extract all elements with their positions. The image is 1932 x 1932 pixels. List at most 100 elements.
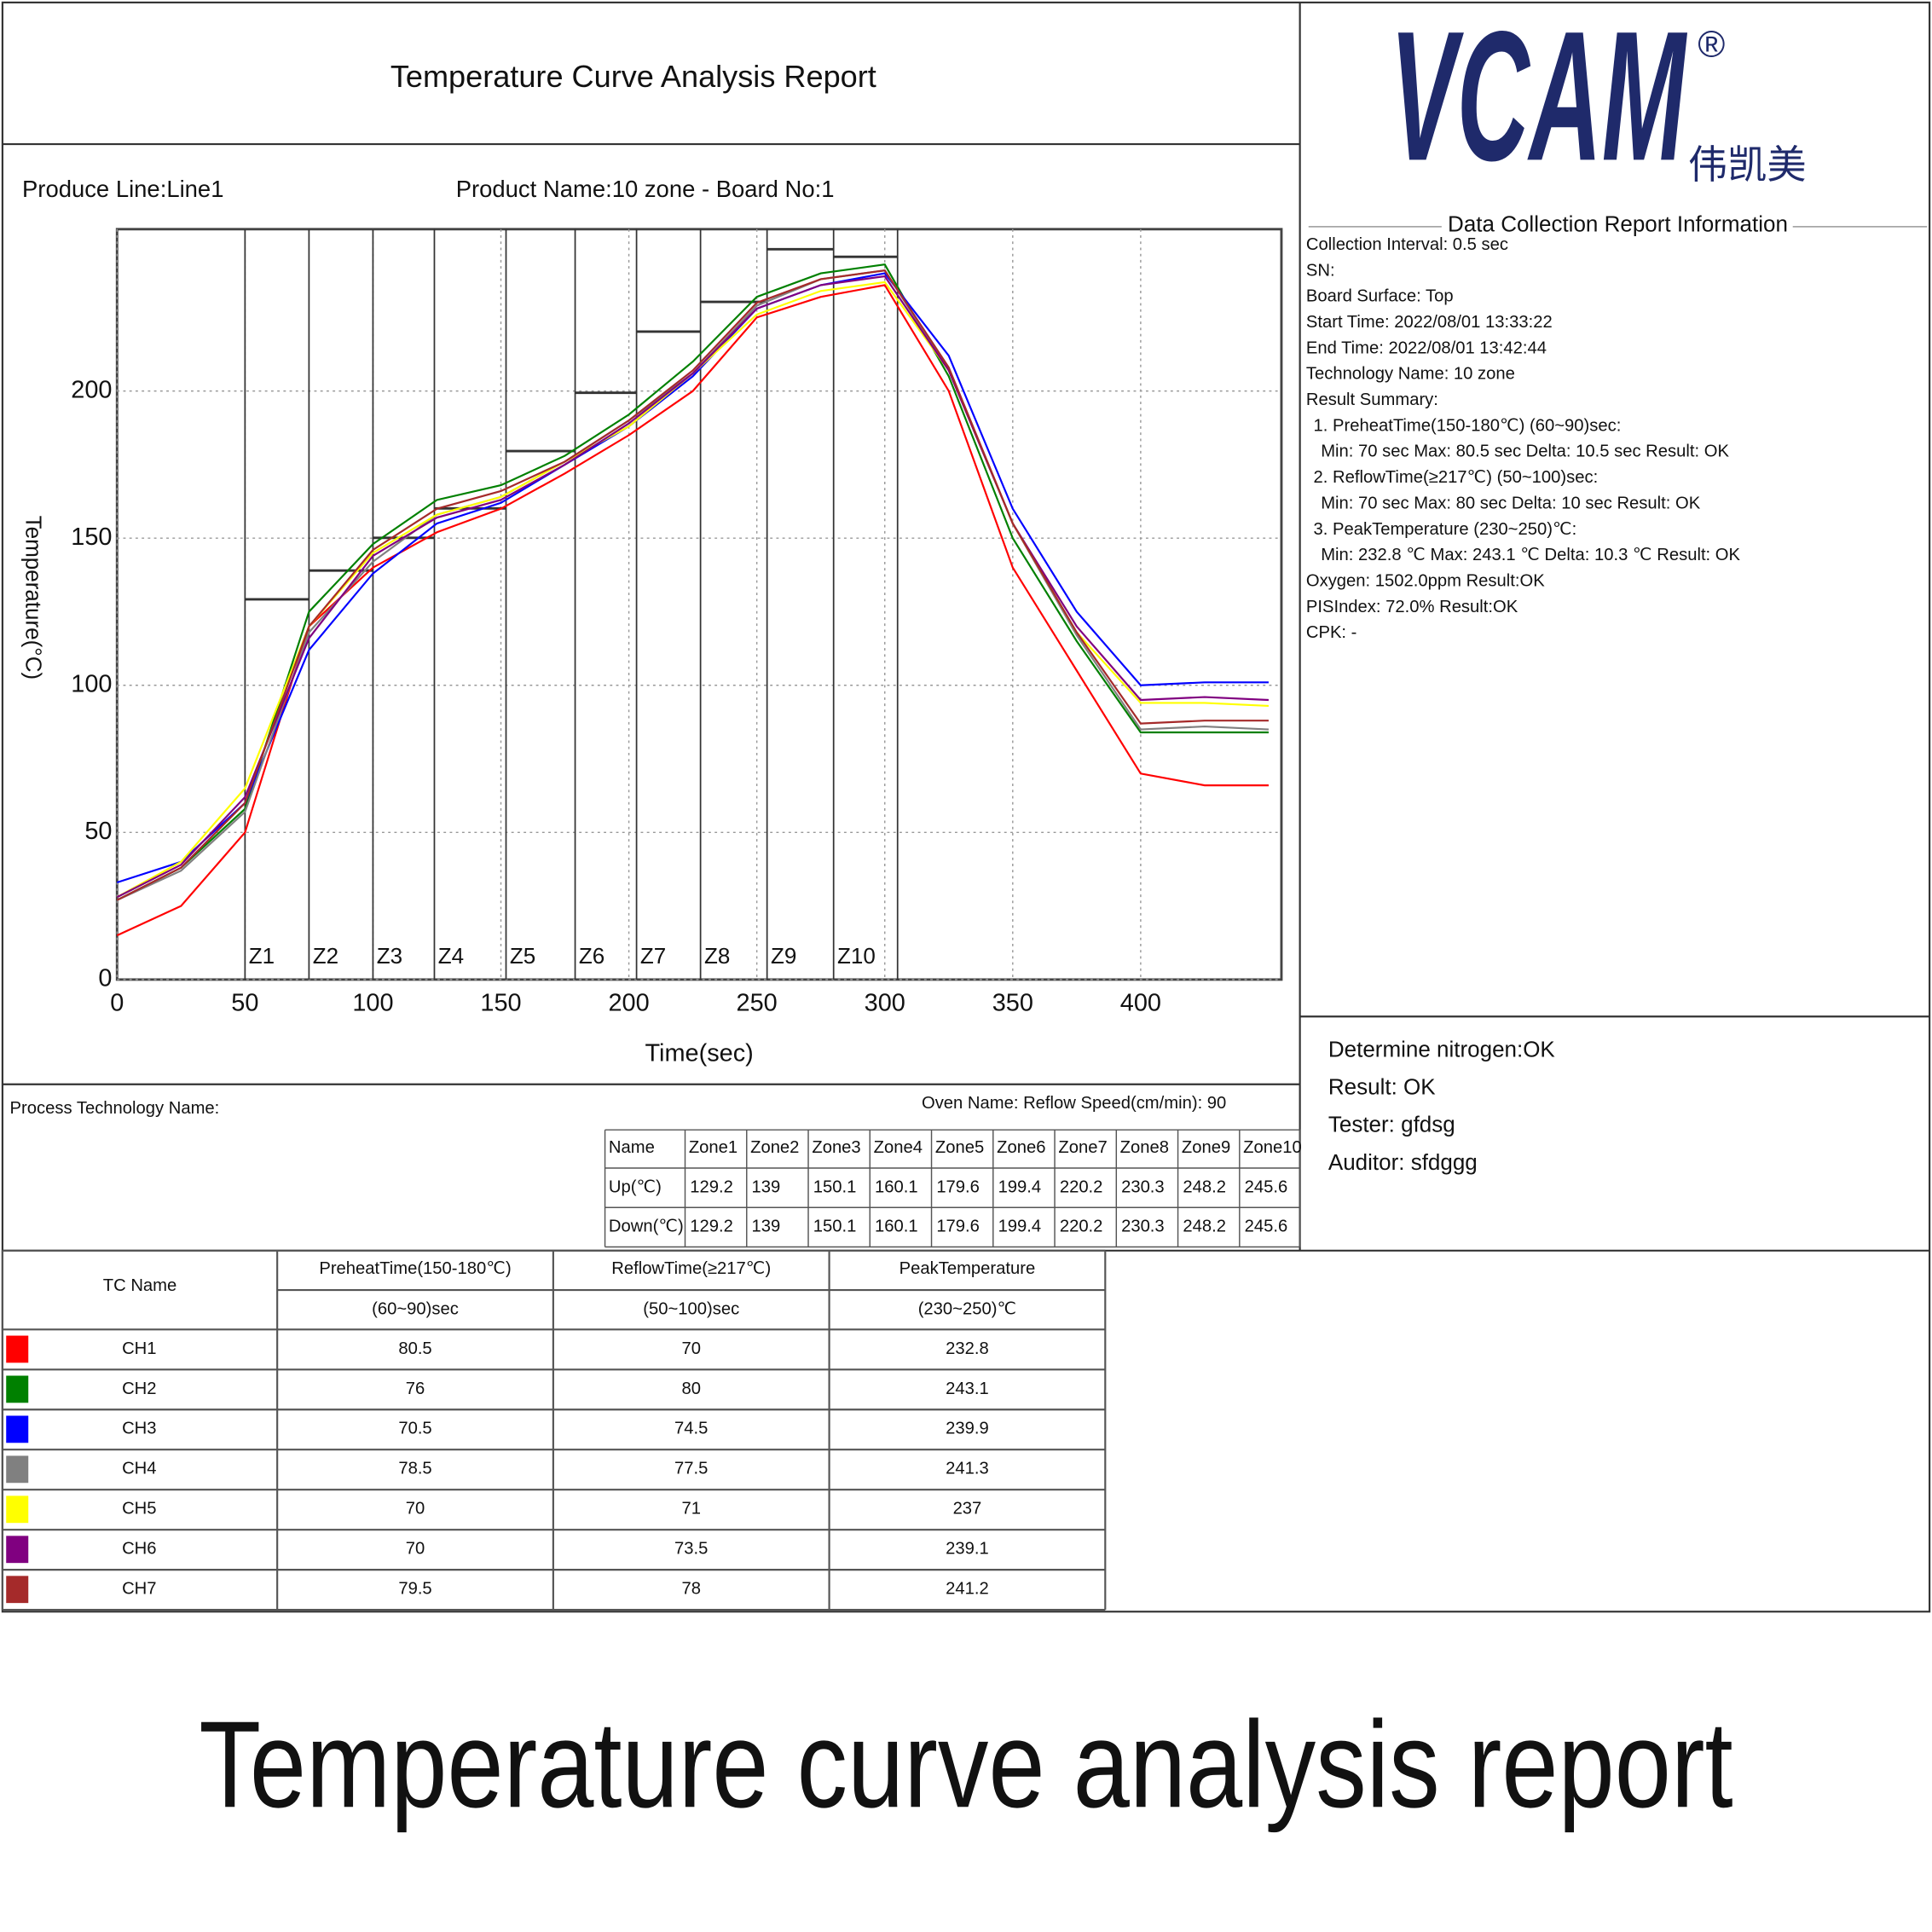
table-cell: 239.1: [946, 1540, 989, 1559]
produce-line: Produce Line:Line1: [22, 176, 223, 202]
table-header: TC Name: [103, 1276, 177, 1295]
zone-label: Z7: [640, 943, 666, 969]
y-tick-label: 100: [71, 670, 112, 697]
y-tick-label: 150: [71, 523, 112, 551]
x-tick-label: 300: [865, 989, 905, 1016]
zone-label: Z6: [579, 943, 604, 969]
report-title: Temperature Curve Analysis Report: [390, 59, 876, 94]
table-cell: 199.4: [998, 1218, 1042, 1236]
table-header: Zone6: [997, 1138, 1045, 1157]
info-line: CPK: -: [1306, 623, 1357, 642]
table-header: Name: [609, 1138, 655, 1157]
legend-swatch: [6, 1375, 29, 1403]
table-cell: 70: [681, 1339, 701, 1358]
legend-swatch: [6, 1335, 29, 1363]
table-cell: 80.5: [398, 1339, 431, 1358]
table-cell: 248.2: [1183, 1218, 1226, 1236]
table-cell: 129.2: [690, 1218, 733, 1236]
table-cell: 179.6: [936, 1218, 980, 1236]
zone-label: Z9: [771, 943, 796, 969]
info-line: End Time: 2022/08/01 13:42:44: [1306, 338, 1547, 357]
table-cell: 241.3: [946, 1460, 989, 1478]
status-line: Result: OK: [1328, 1074, 1436, 1100]
info-line: Min: 232.8 ℃ Max: 243.1 ℃ Delta: 10.3 ℃ …: [1321, 546, 1740, 564]
table-cell: 71: [681, 1500, 701, 1518]
table-cell: 70: [406, 1540, 425, 1559]
series-line: [116, 269, 1270, 901]
logo-brand: VCAM: [1390, 0, 1687, 199]
tc-name: CH7: [122, 1580, 156, 1599]
table-cell: 78: [681, 1580, 701, 1599]
zone-label: Z2: [313, 943, 338, 969]
table-subheader: (60~90)sec: [372, 1300, 459, 1319]
table-cell: 245.6: [1245, 1218, 1288, 1236]
process-name: Process Technology Name:: [10, 1099, 220, 1118]
tc-name: CH1: [122, 1339, 156, 1358]
info-title: Data Collection Report Information: [1448, 211, 1788, 236]
tc-name: CH3: [122, 1420, 156, 1438]
zone-label: Z1: [249, 943, 275, 969]
table-header: Zone7: [1058, 1138, 1107, 1157]
y-tick-label: 50: [84, 818, 112, 845]
table-header: Zone5: [935, 1138, 984, 1157]
table-header: Zone9: [1182, 1138, 1230, 1157]
table-subheader: (230~250)℃: [918, 1300, 1016, 1319]
table-cell: 78.5: [398, 1460, 431, 1478]
status-line: Auditor: sfdggg: [1328, 1149, 1478, 1175]
zone-label: Z8: [704, 943, 730, 969]
logo-chinese: 伟凯美: [1688, 142, 1807, 187]
series-line: [116, 263, 1269, 901]
table-cell: 179.6: [936, 1177, 980, 1196]
legend-swatch: [6, 1536, 29, 1564]
table-cell: 220.2: [1060, 1218, 1103, 1236]
oven-name: Oven Name: Reflow Speed(cm/min): 90: [922, 1094, 1226, 1113]
table-cell: 199.4: [998, 1177, 1042, 1196]
x-tick-label: 50: [231, 989, 258, 1016]
legend-swatch: [6, 1576, 29, 1604]
table-cell: 232.8: [946, 1339, 989, 1358]
info-line: 1. PreheatTime(150-180℃) (60~90)sec:: [1314, 416, 1622, 435]
table-cell: 230.3: [1121, 1177, 1165, 1196]
zone-label: Z5: [510, 943, 535, 969]
zone-label: Z4: [438, 943, 464, 969]
x-tick-label: 350: [992, 989, 1033, 1016]
tc-name: CH2: [122, 1380, 156, 1398]
logo-registered: ®: [1698, 24, 1725, 65]
info-line: PISIndex: 72.0% Result:OK: [1306, 598, 1518, 616]
y-axis-label: Temperature(°C): [21, 516, 47, 680]
series-line: [116, 284, 1269, 937]
table-cell: 248.2: [1183, 1177, 1226, 1196]
table-cell: 70.5: [398, 1420, 431, 1438]
table-header: Zone10: [1243, 1138, 1302, 1157]
table-header: Zone3: [812, 1138, 860, 1157]
tc-name: CH6: [122, 1540, 156, 1559]
table-cell: 139: [752, 1177, 781, 1196]
legend-swatch: [6, 1455, 29, 1484]
plot-frame: [115, 228, 1283, 981]
table-cell: 220.2: [1060, 1177, 1103, 1196]
table-cell: 230.3: [1121, 1218, 1165, 1236]
table-cell: 150.1: [813, 1177, 857, 1196]
y-tick-label: 200: [71, 376, 112, 403]
table-cell: 241.2: [946, 1580, 989, 1599]
x-tick-label: 100: [352, 989, 393, 1016]
info-line: 2. ReflowTime(≥217℃) (50~100)sec:: [1314, 468, 1599, 487]
table-header: PeakTemperature: [899, 1259, 1036, 1278]
table-cell: 70: [406, 1500, 425, 1518]
info-line: Result Summary:: [1306, 390, 1438, 409]
table-header: ReflowTime(≥217℃): [611, 1259, 771, 1278]
tc-name: CH5: [122, 1500, 156, 1518]
info-line: Board Surface: Top: [1306, 287, 1454, 306]
table-cell: 73.5: [674, 1540, 708, 1559]
series-line: [116, 272, 1269, 884]
table-cell: 74.5: [674, 1420, 708, 1438]
y-tick-label: 0: [98, 965, 112, 992]
table-header: Zone4: [874, 1138, 923, 1157]
zone-label: Z3: [377, 943, 402, 969]
table-cell: 76: [406, 1380, 425, 1398]
info-line: Oxygen: 1502.0ppm Result:OK: [1306, 571, 1545, 590]
product-name: Product Name:10 zone - Board No:1: [456, 176, 835, 202]
info-line: Min: 70 sec Max: 80.5 sec Delta: 10.5 se…: [1321, 443, 1729, 461]
